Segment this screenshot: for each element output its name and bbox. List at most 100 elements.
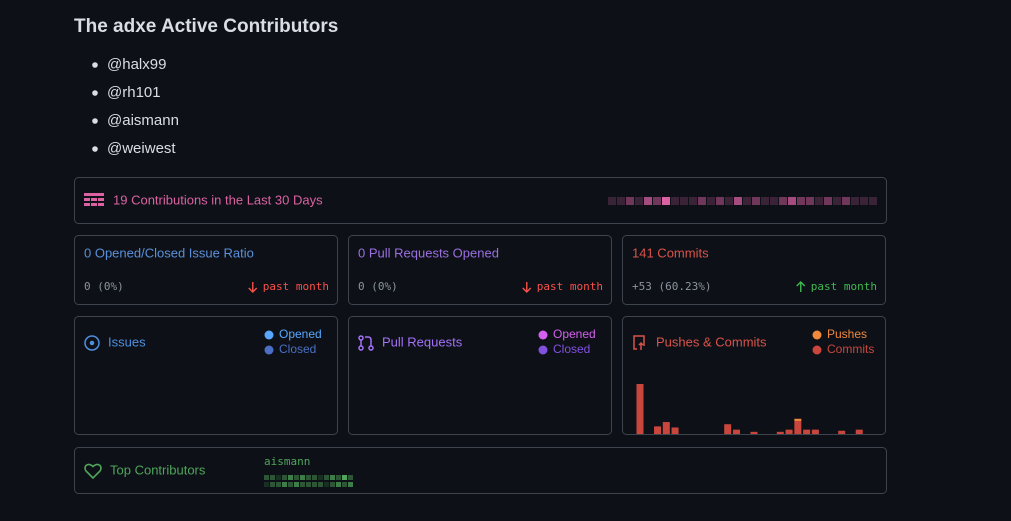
bar	[750, 431, 758, 434]
bullet	[92, 90, 98, 96]
activity-day	[797, 197, 805, 205]
stat-trend: past month	[537, 280, 603, 293]
activity-day	[734, 197, 742, 205]
bar	[855, 429, 863, 434]
user-day	[306, 475, 311, 480]
legend-dot	[264, 345, 274, 355]
user-day	[330, 475, 335, 480]
legend-dot	[538, 345, 548, 355]
stat-value: 0 (0%)	[358, 280, 398, 293]
trend-arrow	[522, 282, 532, 293]
legend-dot	[264, 330, 274, 340]
activity-day	[806, 197, 814, 205]
stat-value: +53 (60.23%)	[632, 280, 711, 293]
user-day	[312, 482, 317, 487]
bar	[671, 427, 679, 434]
bar	[811, 429, 819, 434]
user-day	[324, 482, 329, 487]
user-day	[288, 475, 293, 480]
user-day	[318, 475, 323, 480]
bar	[654, 426, 662, 434]
activity-day	[842, 197, 850, 205]
trend-arrow	[796, 281, 806, 292]
trend-arrow	[248, 282, 258, 293]
user-day	[336, 475, 341, 480]
top-title: Top Contributors	[110, 462, 206, 477]
legend-dot	[812, 345, 822, 355]
bar	[636, 384, 644, 434]
legend-label: Commits	[827, 342, 874, 356]
bullet	[92, 146, 98, 152]
stat-card	[74, 235, 338, 305]
pr-icon	[358, 335, 374, 351]
user-day	[342, 482, 347, 487]
bar	[732, 429, 740, 434]
bar	[803, 429, 811, 434]
activity-label: 19 Contributions in the Last 30 Days	[113, 192, 323, 207]
bar	[724, 424, 732, 434]
activity-day	[617, 197, 625, 205]
bullet	[92, 118, 98, 124]
activity-day	[671, 197, 679, 205]
calendar-icon	[84, 193, 104, 206]
stat-card	[348, 235, 612, 305]
chart-title: Pushes & Commits	[656, 334, 767, 349]
activity-day	[743, 197, 751, 205]
user-day	[294, 475, 299, 480]
legend-label: Pushes	[827, 327, 867, 341]
user-name: aismann	[264, 455, 310, 468]
user-day	[294, 482, 299, 487]
activity-day	[662, 197, 670, 205]
activity-day	[689, 197, 697, 205]
user-day	[306, 482, 311, 487]
activity-day	[626, 197, 634, 205]
bar	[776, 431, 784, 434]
user-day	[264, 475, 269, 480]
heart-icon	[84, 463, 102, 480]
contributor: @weiwest	[107, 140, 176, 157]
activity-card	[74, 177, 887, 224]
activity-day	[635, 197, 643, 205]
activity-day	[608, 197, 616, 205]
user-day	[300, 482, 305, 487]
user-day	[276, 475, 281, 480]
activity-day	[833, 197, 841, 205]
activity-day	[707, 197, 715, 205]
user-day	[276, 482, 281, 487]
commit-icon	[633, 335, 645, 350]
user-day	[270, 482, 275, 487]
activity-day	[644, 197, 652, 205]
activity-day	[761, 197, 769, 205]
issue-icon	[84, 335, 100, 351]
legend-label: Closed	[279, 342, 316, 356]
stat-trend: past month	[811, 280, 877, 293]
stat-title: 0 Pull Requests Opened	[358, 245, 499, 260]
contributor: @halx99	[107, 56, 166, 73]
activity-day	[725, 197, 733, 205]
stat-title: 141 Commits	[632, 245, 709, 260]
bar	[662, 422, 670, 434]
activity-day	[653, 197, 661, 205]
activity-day	[779, 197, 787, 205]
user-day	[342, 475, 347, 480]
page-title: The adxe Active Contributors	[74, 16, 338, 37]
stat-value: 0 (0%)	[84, 280, 124, 293]
activity-day	[788, 197, 796, 205]
activity-day	[851, 197, 859, 205]
panel-title: Pull Requests	[382, 334, 463, 349]
stat-trend: past month	[263, 280, 329, 293]
chart-card	[622, 316, 886, 435]
user-day	[312, 475, 317, 480]
contributor: @aismann	[107, 112, 179, 129]
bar	[785, 429, 793, 434]
bar	[838, 430, 846, 434]
stat-card	[622, 235, 886, 305]
bar	[794, 418, 802, 421]
legend-dot	[812, 330, 822, 340]
activity-day	[752, 197, 760, 205]
user-day	[330, 482, 335, 487]
user-day	[348, 475, 353, 480]
user-day	[264, 482, 269, 487]
user-day	[282, 475, 287, 480]
